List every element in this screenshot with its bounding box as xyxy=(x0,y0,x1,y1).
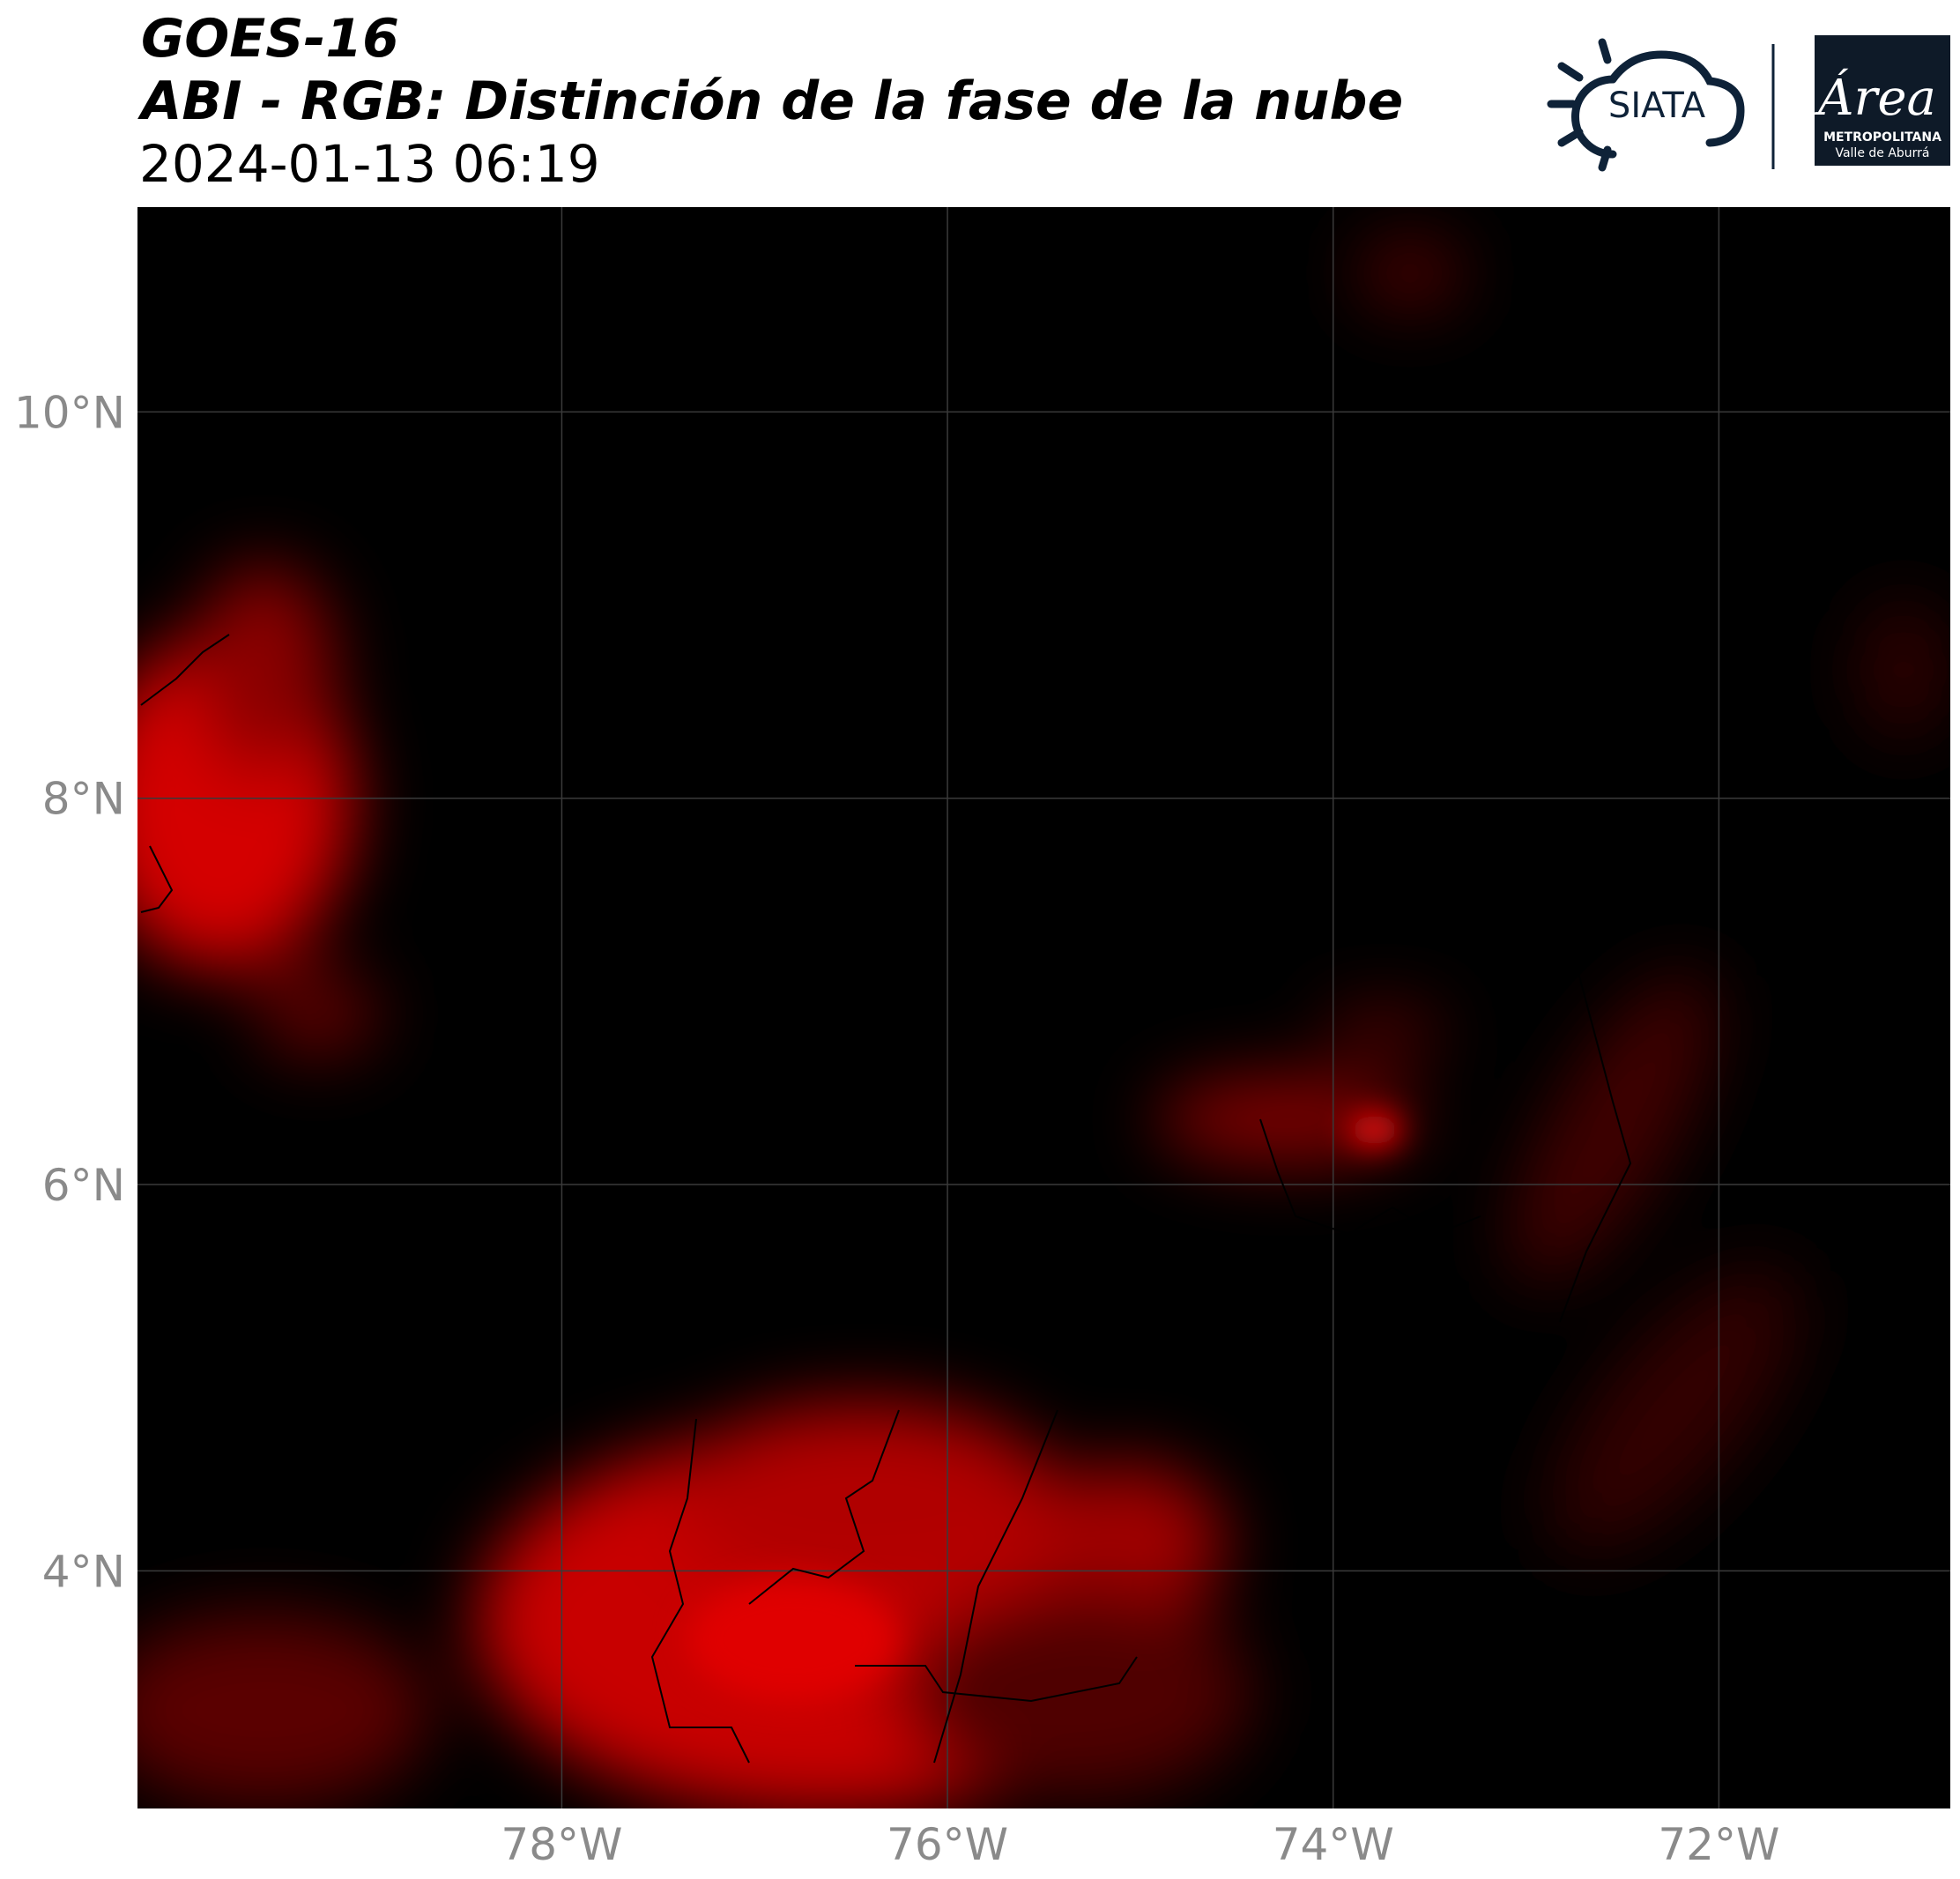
y-tick-label: 6°N xyxy=(42,1160,125,1211)
x-tick-label: 74°W xyxy=(1273,1819,1394,1870)
y-tick-label: 10°N xyxy=(14,387,125,438)
border xyxy=(933,1409,1058,1764)
cloud xyxy=(670,1401,1058,1595)
subtitle: ABI - RGB: Distinción de la fase de la n… xyxy=(137,71,1403,132)
border xyxy=(748,1409,900,1605)
area-box xyxy=(1815,35,1950,166)
cloud xyxy=(1322,1009,1445,1053)
x-tick-label: 78°W xyxy=(501,1819,622,1870)
cloud xyxy=(1031,1463,1225,1622)
cloud xyxy=(1548,1267,1800,1553)
area-logo: Área METROPOLITANA Valle de Aburrá xyxy=(1814,35,1950,166)
x-tick-label: 76°W xyxy=(887,1819,1008,1870)
border xyxy=(1259,1118,1481,1236)
timestamp: 2024-01-13 06:19 xyxy=(139,134,600,194)
siata-text: SIATA xyxy=(1608,85,1706,126)
cloud xyxy=(687,1578,899,1701)
coastline xyxy=(650,1418,750,1764)
cloud xyxy=(1154,1075,1419,1163)
cloud xyxy=(1357,238,1463,308)
cloud xyxy=(1860,599,1948,740)
cloud xyxy=(137,1613,432,1807)
y-tick-label: 8°N xyxy=(42,774,125,825)
title: GOES-16 xyxy=(141,8,399,70)
area-line1: METROPOLITANA xyxy=(1823,130,1941,145)
area-text: Área xyxy=(1814,69,1936,127)
border xyxy=(1550,880,1632,1323)
cloud xyxy=(194,564,335,776)
border xyxy=(855,1656,1138,1703)
area-line2: Valle de Aburrá xyxy=(1835,146,1929,160)
grid xyxy=(137,207,1950,1808)
cloud xyxy=(1348,1114,1401,1146)
cloud xyxy=(256,969,379,1058)
borders xyxy=(140,634,1632,1764)
x-tick-label: 72°W xyxy=(1658,1819,1779,1870)
cloud xyxy=(1510,972,1716,1284)
siata-logo: SIATA xyxy=(1547,38,1745,172)
coastline xyxy=(140,634,230,913)
y-tick-label: 4°N xyxy=(42,1546,125,1597)
